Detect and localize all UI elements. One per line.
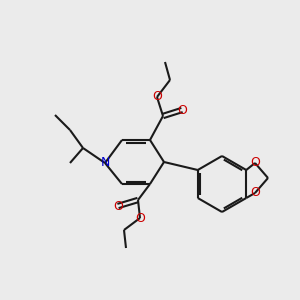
Text: O: O: [250, 187, 260, 200]
Text: O: O: [152, 91, 162, 103]
Text: O: O: [113, 200, 123, 212]
Text: O: O: [135, 212, 145, 224]
Text: O: O: [177, 103, 187, 116]
Text: N: N: [100, 157, 110, 169]
Text: O: O: [250, 157, 260, 169]
